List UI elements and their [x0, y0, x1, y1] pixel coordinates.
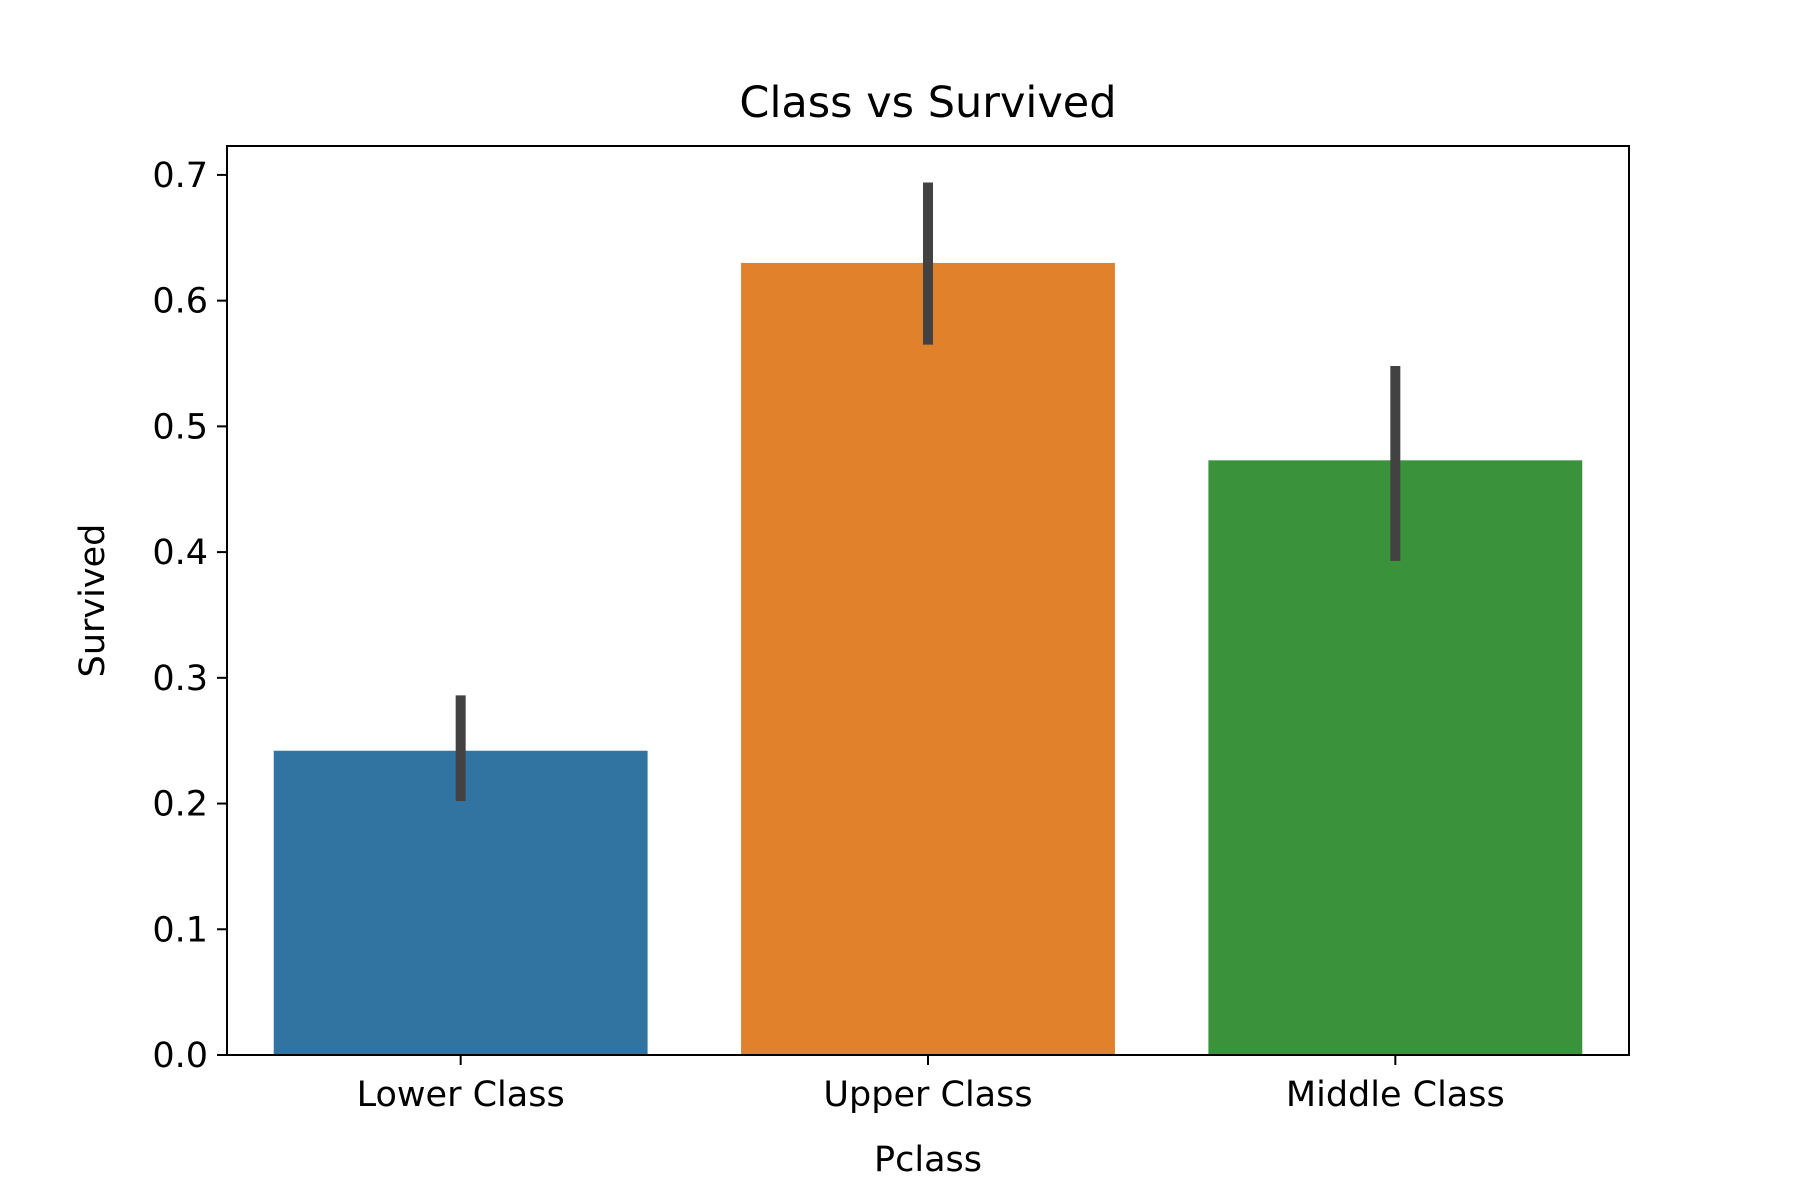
bar-upper-class — [741, 262, 1115, 1056]
y-axis-ticks: 0.0 0.1 0.2 0.3 0.4 0.5 0.6 0.7 — [152, 156, 227, 1076]
y-tick-label: 0.5 — [152, 407, 208, 447]
y-tick-label: 0.2 — [152, 785, 208, 825]
y-tick-label: 0.0 — [152, 1036, 208, 1076]
y-tick-label: 0.6 — [152, 282, 208, 322]
y-tick-label: 0.1 — [152, 910, 208, 950]
x-tick-label: Upper Class — [823, 1075, 1032, 1115]
y-tick-label: 0.3 — [152, 659, 208, 699]
chart-title: Class vs Survived — [739, 78, 1116, 128]
bars-layer — [273, 262, 1583, 1056]
x-axis-label: Pclass — [874, 1140, 982, 1180]
x-tick-label: Lower Class — [357, 1075, 565, 1115]
bar-lower-class — [273, 750, 648, 1055]
error-bars-layer — [455, 182, 1401, 802]
y-tick-label: 0.7 — [152, 156, 208, 196]
y-tick-label: 0.4 — [152, 533, 208, 573]
x-tick-label: Middle Class — [1286, 1075, 1505, 1115]
y-axis-label: Survived — [73, 524, 113, 678]
x-axis-ticks: Lower Class Upper Class Middle Class — [357, 1055, 1505, 1115]
